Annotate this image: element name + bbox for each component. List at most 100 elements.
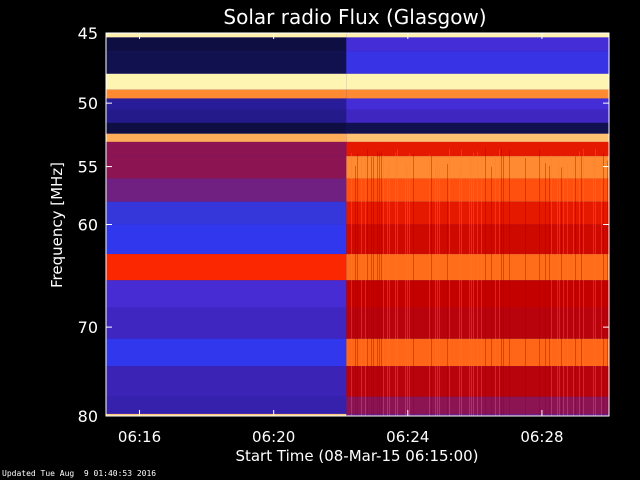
band-after-onset (346, 109, 609, 123)
burst-striation (373, 156, 374, 416)
burst-striation (361, 158, 362, 416)
burst-striation (495, 155, 496, 416)
burst-striation (397, 149, 398, 416)
band-before-onset (106, 33, 347, 38)
band-before-onset (106, 224, 347, 255)
band-after-onset (346, 156, 609, 179)
band-after-onset (346, 307, 609, 339)
burst-striation (575, 156, 576, 416)
burst-striation (545, 163, 546, 416)
burst-striation (549, 165, 550, 416)
burst-striation (563, 155, 564, 416)
y-tick-label: 55 (78, 158, 98, 177)
burst-striation (351, 153, 352, 416)
burst-striation (561, 167, 562, 416)
y-tick-label: 70 (78, 318, 98, 337)
chart-title: Solar radio Flux (Glasgow) (223, 5, 486, 29)
burst-striation (607, 160, 608, 416)
burst-striation (355, 165, 356, 416)
burst-striation (557, 161, 558, 416)
band-after-onset (346, 280, 609, 308)
burst-striation (567, 162, 568, 416)
x-axis-ticks: 06:16 06:20 06:24 06:28 (118, 33, 564, 446)
band-before-onset (106, 89, 347, 99)
band-after-onset (346, 366, 609, 397)
y-tick-label: 80 (78, 407, 98, 426)
band-after-onset (346, 122, 609, 134)
burst-striation (477, 151, 478, 416)
burst-striation (431, 156, 432, 416)
burst-striation (395, 152, 396, 416)
band-before-onset (106, 413, 347, 416)
burst-striation (447, 164, 448, 416)
burst-striation (405, 156, 406, 417)
band-before-onset (106, 122, 347, 134)
burst-striation (501, 148, 502, 417)
burst-striation (367, 149, 368, 417)
frequency-bands (106, 33, 609, 416)
burst-striation (583, 148, 584, 416)
band-after-onset (346, 73, 609, 90)
band-after-onset (346, 133, 609, 142)
burst-striation (409, 153, 410, 416)
band-before-onset (106, 109, 347, 123)
band-before-onset (106, 133, 347, 142)
band-before-onset (106, 37, 347, 52)
band-before-onset (106, 254, 347, 281)
burst-striation (413, 153, 414, 416)
band-after-onset (346, 254, 609, 281)
burst-striation (539, 149, 540, 416)
burst-striation (471, 157, 472, 416)
band-before-onset (106, 307, 347, 339)
band-before-onset (106, 51, 347, 74)
band-after-onset (346, 201, 609, 225)
burst-striation (579, 151, 580, 416)
burst-striation (377, 151, 378, 416)
burst-striation (593, 156, 594, 417)
burst-striation (603, 152, 604, 416)
band-after-onset (346, 98, 609, 110)
band-before-onset (106, 396, 347, 414)
y-tick-label: 45 (78, 24, 98, 43)
y-axis-label: Frequency [MHz] (48, 162, 66, 288)
band-before-onset (106, 98, 347, 110)
burst-striation (551, 155, 552, 416)
time-striations (351, 148, 608, 417)
y-tick-label: 60 (78, 216, 98, 235)
burst-striation (485, 148, 486, 416)
band-after-onset (346, 37, 609, 52)
updated-timestamp: Updated Tue Aug 9 01:40:53 2016 (2, 469, 157, 478)
band-after-onset (346, 89, 609, 99)
band-before-onset (106, 338, 347, 367)
band-after-onset (346, 224, 609, 255)
burst-striation (509, 150, 510, 417)
x-axis-label: Start Time (08-Mar-15 06:15:00) (235, 447, 478, 465)
plot-area (105, 32, 610, 417)
burst-striation (525, 158, 526, 416)
burst-striation (473, 152, 474, 417)
burst-striation (439, 167, 440, 416)
burst-striation (595, 148, 596, 416)
band-before-onset (106, 73, 347, 90)
band-after-onset (346, 413, 609, 416)
burst-striation (481, 156, 482, 416)
band-before-onset (106, 280, 347, 308)
burst-striation (435, 167, 436, 416)
burst-striation (357, 153, 358, 417)
y-axis-ticks: 45 50 55 60 70 80 (78, 24, 609, 426)
burst-striation (499, 149, 500, 416)
burst-striation (365, 159, 366, 416)
band-before-onset (106, 178, 347, 202)
band-before-onset (106, 366, 347, 397)
x-tick-label: 06:20 (252, 428, 295, 446)
burst-striation (491, 166, 492, 416)
burst-striation (459, 164, 460, 416)
burst-striation (389, 160, 390, 416)
burst-striation (383, 155, 384, 416)
x-tick-label: 06:28 (520, 428, 563, 446)
band-after-onset (346, 141, 609, 157)
burst-striation (559, 158, 560, 416)
burst-striation (387, 165, 388, 416)
band-after-onset (346, 33, 609, 38)
